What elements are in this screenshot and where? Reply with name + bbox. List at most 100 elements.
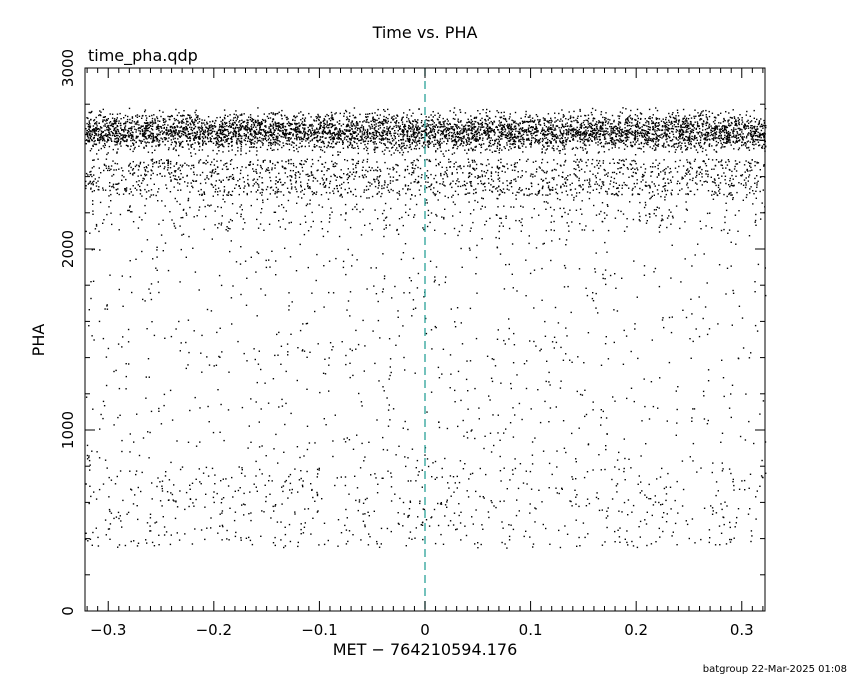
data-point: [104, 116, 106, 118]
data-point: [462, 126, 465, 128]
data-point: [561, 134, 563, 136]
data-point: [277, 128, 279, 130]
data-point: [302, 138, 305, 141]
data-point: [305, 140, 307, 142]
data-point: [145, 128, 147, 130]
data-point: [439, 145, 441, 147]
data-point: [351, 137, 353, 139]
data-point: [510, 147, 512, 150]
data-point: [584, 114, 586, 117]
data-point: [699, 118, 702, 120]
data-point: [157, 127, 159, 129]
data-point: [481, 121, 484, 124]
data-point: [702, 110, 704, 112]
data-point: [369, 128, 372, 130]
data-point: [481, 123, 483, 126]
data-point: [599, 127, 601, 129]
data-point: [277, 125, 279, 127]
data-point: [596, 128, 599, 130]
data-point: [332, 141, 334, 143]
data-point: [272, 113, 274, 115]
data-point: [351, 136, 353, 138]
data-point: [414, 126, 417, 128]
data-point: [568, 140, 571, 142]
data-point: [612, 138, 614, 140]
data-point: [236, 142, 238, 144]
data-point: [670, 121, 672, 124]
data-point: [189, 114, 191, 117]
data-point: [359, 113, 361, 116]
data-point: [128, 127, 130, 130]
data-point: [636, 115, 639, 117]
data-point: [661, 129, 663, 132]
data-point: [431, 123, 434, 126]
data-point: [235, 131, 237, 134]
data-point: [648, 136, 650, 138]
data-point: [541, 130, 543, 132]
data-point: [340, 139, 342, 141]
data-point: [570, 136, 573, 138]
data-point: [219, 116, 221, 119]
data-point: [399, 128, 402, 130]
data-point: [193, 122, 195, 124]
data-point: [100, 127, 102, 129]
data-point: [589, 122, 591, 125]
data-point: [482, 109, 484, 111]
data-point: [601, 127, 604, 129]
data-point: [98, 139, 100, 142]
data-point: [398, 122, 400, 124]
data-point: [585, 138, 587, 141]
data-point: [208, 132, 210, 134]
data-point: [572, 137, 574, 140]
data-point: [605, 130, 607, 133]
data-point: [647, 131, 649, 133]
data-point: [475, 140, 478, 142]
data-point: [735, 128, 737, 131]
data-point: [560, 127, 563, 129]
data-point: [119, 133, 122, 135]
data-point: [445, 131, 447, 133]
data-point: [417, 131, 420, 133]
data-point: [143, 147, 145, 149]
data-point: [197, 141, 199, 143]
data-point: [608, 142, 611, 144]
data-point: [503, 123, 506, 126]
data-point: [357, 124, 359, 126]
data-point: [300, 111, 302, 113]
data-point: [605, 120, 607, 122]
data-point: [470, 138, 472, 140]
data-point: [124, 136, 127, 139]
data-point: [249, 146, 251, 148]
data-point: [223, 116, 226, 119]
data-point: [589, 134, 592, 136]
data-point: [515, 130, 517, 132]
data-point: [725, 138, 728, 140]
data-point: [319, 116, 321, 118]
data-point: [425, 116, 427, 118]
data-point: [547, 113, 550, 115]
data-point: [463, 135, 465, 137]
data-point: [273, 131, 275, 133]
data-point: [629, 132, 632, 134]
data-point: [275, 123, 277, 125]
data-point: [635, 130, 637, 133]
data-point: [342, 140, 344, 142]
data-point: [525, 130, 527, 132]
data-point: [393, 152, 395, 154]
data-point: [732, 136, 734, 138]
data-point: [299, 130, 301, 132]
data-point: [597, 141, 599, 143]
data-point: [630, 141, 632, 144]
data-point: [508, 130, 510, 132]
data-point: [278, 125, 281, 128]
data-point: [695, 137, 697, 139]
data-point: [550, 122, 552, 124]
data-point: [330, 123, 333, 125]
data-point: [317, 115, 320, 117]
data-point: [719, 128, 721, 130]
data-point: [762, 134, 764, 136]
data-point: [275, 124, 277, 127]
data-point: [240, 140, 243, 142]
data-point: [706, 136, 708, 138]
data-point: [480, 143, 483, 146]
